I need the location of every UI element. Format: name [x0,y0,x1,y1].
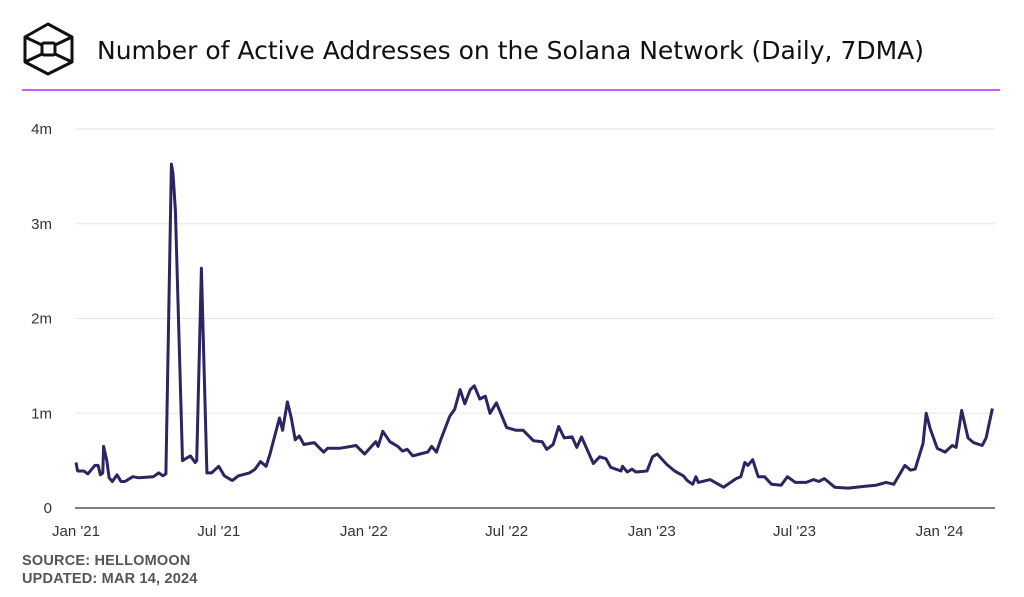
logo [23,22,74,76]
x-tick-label: Jul '23 [773,523,816,540]
x-tick-label: Jul '21 [197,523,240,540]
x-tick-label: Jan '24 [916,523,964,540]
y-axis: 0 1m 2m 3m 4m [31,121,52,517]
x-tick-label: Jan '21 [52,523,100,540]
y-tick-label: 0 [44,500,52,517]
y-tick-label: 2m [31,311,52,328]
source-note: SOURCE: HELLOMOON [22,553,191,569]
x-tick-label: Jul '22 [485,523,528,540]
y-tick-label: 1m [31,405,52,422]
y-tick-label: 3m [31,216,52,233]
gridlines [75,128,995,509]
updated-note: UPDATED: MAR 14, 2024 [22,571,198,587]
series-line-active-addresses [74,162,994,490]
x-axis: Jan '21 Jul '21 Jan '22 Jul '22 Jan '23 Jul '… [52,523,963,540]
y-tick-label: 4m [31,121,52,138]
x-tick-label: Jan '22 [340,523,388,540]
chart-title: Number of Active Addresses on the Solana… [97,36,924,65]
x-tick-label: Jan '23 [628,523,676,540]
cube-hexagon-icon [23,22,74,76]
